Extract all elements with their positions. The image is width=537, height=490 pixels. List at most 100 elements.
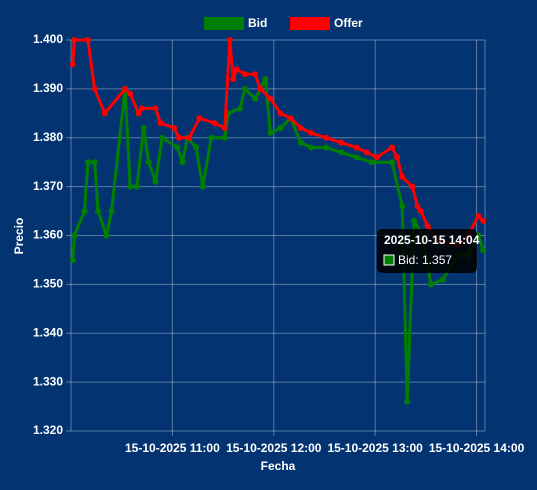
data-point	[186, 134, 193, 141]
data-point	[480, 217, 487, 224]
legend: Bid Offer	[204, 16, 363, 30]
y-tick-label: 1.380	[33, 130, 63, 144]
data-point	[135, 110, 142, 117]
data-point	[262, 76, 269, 83]
data-point	[95, 208, 102, 215]
data-point	[69, 61, 76, 68]
data-point	[71, 37, 78, 43]
data-point	[389, 144, 396, 151]
tooltip-title: 2025-10-15 14:04	[384, 233, 480, 247]
data-point	[122, 85, 129, 92]
data-point	[179, 159, 186, 166]
data-point	[414, 203, 421, 210]
y-tick-label: 1.390	[33, 81, 63, 95]
y-tick-label: 1.350	[33, 277, 63, 291]
data-point	[221, 134, 228, 141]
data-point	[127, 183, 134, 190]
data-point	[323, 134, 330, 141]
y-axis-label: Precio	[12, 218, 26, 255]
data-point	[101, 110, 108, 117]
data-point	[338, 149, 345, 156]
x-tick-label: 15-10-2025 14:00	[429, 441, 525, 455]
data-point	[199, 183, 206, 190]
data-point	[84, 37, 91, 43]
data-point	[439, 276, 446, 283]
data-point	[252, 95, 259, 102]
data-point	[171, 124, 178, 131]
data-point	[242, 71, 249, 78]
data-point	[208, 134, 215, 141]
x-tick-label: 15-10-2025 12:00	[226, 441, 322, 455]
tooltip-swatch	[383, 254, 395, 266]
data-point	[267, 95, 274, 102]
y-tick-label: 1.400	[33, 32, 63, 46]
data-point	[399, 203, 406, 210]
series-line	[71, 38, 485, 247]
tooltip-box	[377, 229, 477, 273]
tooltip: 2025-10-15 14:04 Bid: 1.357	[377, 229, 480, 273]
data-point	[211, 120, 218, 127]
data-point	[108, 208, 115, 215]
data-point	[103, 232, 110, 239]
data-point	[417, 208, 424, 215]
x-tick-label: 15-10-2025 13:00	[327, 441, 423, 455]
data-point	[236, 105, 243, 112]
data-point	[307, 144, 314, 151]
data-point	[277, 110, 284, 117]
data-point	[480, 247, 487, 254]
data-point	[221, 124, 228, 131]
data-point	[91, 85, 98, 92]
data-point	[69, 256, 76, 263]
data-point	[307, 129, 314, 136]
x-axis-label: Fecha	[261, 459, 296, 473]
data-point	[140, 124, 147, 131]
data-point	[427, 281, 434, 288]
data-point	[226, 37, 233, 43]
data-point	[297, 139, 304, 146]
data-point	[389, 159, 396, 166]
data-point	[176, 134, 183, 141]
data-point	[193, 144, 200, 151]
data-point	[338, 139, 345, 146]
data-point	[242, 85, 249, 92]
data-point	[145, 159, 152, 166]
y-tick-label: 1.370	[33, 179, 63, 193]
data-point	[363, 149, 370, 156]
data-point	[277, 124, 284, 131]
data-point	[230, 76, 237, 83]
data-point	[394, 154, 401, 161]
data-point	[411, 217, 418, 224]
data-point	[252, 71, 259, 78]
y-tick-label: 1.320	[33, 423, 63, 437]
y-tick-label: 1.360	[33, 228, 63, 242]
data-point	[152, 105, 159, 112]
y-tick-label: 1.340	[33, 325, 63, 339]
data-point	[81, 208, 88, 215]
data-point	[353, 144, 360, 151]
legend-swatch	[290, 17, 330, 30]
plot: 1.320 1.330 1.340 1.350 1.360 1.370 1.380 1.390…	[33, 32, 525, 455]
data-point	[152, 178, 159, 185]
data-point	[233, 66, 240, 73]
data-point	[71, 232, 78, 239]
data-point	[257, 85, 264, 92]
data-point	[127, 90, 134, 97]
data-point	[174, 144, 181, 151]
data-point	[297, 124, 304, 131]
data-point	[84, 159, 91, 166]
legend-label: Bid	[248, 16, 267, 30]
data-point	[368, 159, 375, 166]
data-point	[373, 154, 380, 161]
data-point	[353, 154, 360, 161]
legend-swatch	[204, 17, 244, 30]
data-point	[196, 115, 203, 122]
data-point	[91, 159, 98, 166]
data-point	[138, 105, 145, 112]
legend-label: Offer	[334, 16, 363, 30]
data-point	[475, 212, 482, 219]
data-point	[159, 134, 166, 141]
tooltip-label: Bid: 1.357	[398, 253, 452, 267]
data-point	[323, 144, 330, 151]
